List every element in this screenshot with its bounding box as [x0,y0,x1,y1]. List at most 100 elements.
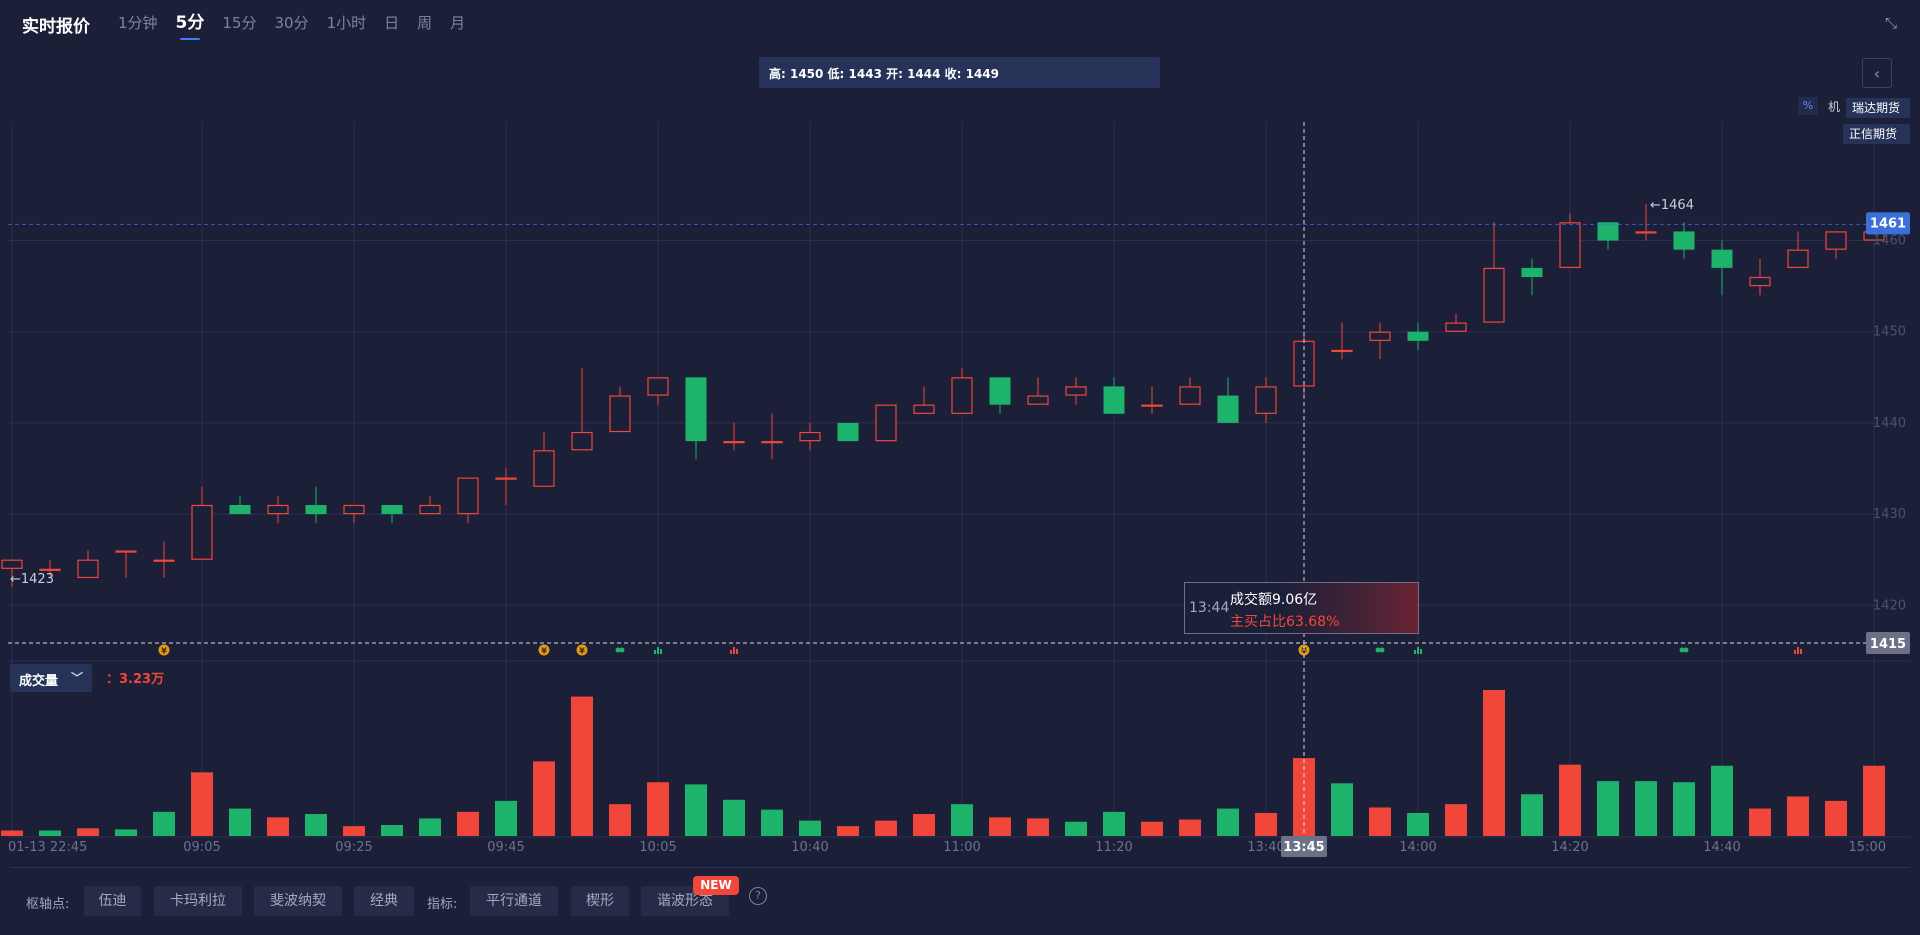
candle-body-up [1179,386,1201,405]
candle-body-down [1521,267,1543,278]
volume-bar [837,826,859,836]
x-tick-label: 10:05 [639,840,676,855]
volume-select-label: 成交量 [19,674,59,689]
candle-body-up [609,395,631,433]
candle-body-up [1635,231,1657,234]
volume-bar [77,828,99,836]
tab-1[interactable]: 5分 [175,13,205,40]
candle-body-down [1711,249,1733,268]
volume-bar [115,829,137,836]
event-dot-icon [1379,647,1385,653]
candle-body-up [1,559,23,569]
harmonic-pattern-button[interactable]: 谐波形态 [641,886,729,916]
event-dot-icon [1683,647,1689,653]
volume-bar [343,826,365,836]
y-tick-label: 1420 [1873,598,1906,613]
candle-body-down [989,377,1011,405]
volume-bar [1559,764,1581,836]
x-tick-label: 14:00 [1399,840,1436,855]
candle-body-up [1141,404,1163,407]
event-coin-icon [538,644,550,656]
event-dot-icon [1679,647,1685,653]
volume-bar [685,784,707,836]
legend-chip-ruida[interactable]: 瑞达期货 [1846,98,1910,118]
candle-body-up [1331,349,1353,353]
event-bars-icon [657,647,659,654]
kline-chart[interactable]: 1420 1430 1440 1450 1460 01-13 22:45 09:05 09:2… [0,0,1920,865]
candle-body-up [1255,386,1277,414]
pivot-camarilla-button[interactable]: 卡玛利拉 [154,886,242,916]
volume-bar [1369,807,1391,836]
pivot-fibonacci-button[interactable]: 斐波纳契 [254,886,342,916]
volume-bar [647,782,669,836]
tab-0[interactable]: 1分钟 [118,14,158,32]
volume-bar [1103,811,1125,836]
volume-bar [1255,812,1277,836]
candle-body-up [875,404,897,442]
volume-bar [191,772,213,836]
candle-body-down [381,504,403,515]
pivot-woodie-button[interactable]: 伍迪 [84,886,141,916]
volume-bar [761,809,783,836]
header: 实时报价 1分钟 5分 15分 30分 1小时日周月 ⤡ [0,0,1920,46]
candle-body-up [153,559,175,562]
pivot-classic-button[interactable]: 经典 [354,886,414,916]
event-bars-icon [1420,649,1422,654]
candle-body-up [39,568,61,571]
event-bars-icon [733,647,735,654]
volume-bar [1521,794,1543,836]
timeframe-tabs: 1分钟 5分 15分 30分 1小时日周月 [118,13,483,40]
collapse-icon[interactable]: ⤡ [1884,14,1897,32]
tab-6[interactable]: 周 [417,14,433,32]
x-tick-label: 11:20 [1095,840,1132,855]
event-coin-icon [158,644,170,656]
volume-bar [1141,821,1163,836]
y-tick-label: 1430 [1873,507,1906,522]
event-coin-symbol: ¥ [579,647,585,656]
candle-body-up [723,441,745,444]
event-dot-icon [615,647,621,653]
candle-body-up [1369,331,1391,341]
volume-bar [457,811,479,836]
volume-bars [1,690,1885,836]
wedge-button[interactable]: 楔形 [571,886,629,916]
crosshair-price-tag [1866,632,1910,654]
parallel-channel-button[interactable]: 平行通道 [470,886,558,916]
candle-body-up [457,477,479,515]
tab-3[interactable]: 30分 [274,14,309,32]
candle-body-down [305,504,327,515]
y-tick-label: 1440 [1873,416,1906,431]
help-icon[interactable]: ? [749,887,767,905]
tab-5[interactable]: 日 [384,14,400,32]
event-bars-icon [1797,647,1799,654]
tab-7[interactable]: 月 [450,14,466,32]
chevron-left-icon[interactable]: ‹ [1862,58,1892,88]
volume-bar [305,814,327,836]
candle-body-up [913,404,935,414]
tooltip-time: 13:44 [1189,600,1230,616]
volume-bar [1,830,23,836]
volume-bar [1065,821,1087,836]
candle-body-up [571,431,593,451]
candle-body-down [229,504,251,515]
x-tick-label: 09:25 [335,840,372,855]
volume-indicator-select[interactable]: 成交量 ﹀ [10,664,92,692]
percent-toggle[interactable]: % [1798,97,1818,115]
volume-bar [153,811,175,836]
candle-body-up [1787,249,1809,268]
max-price-label: ←1464 [1650,198,1694,213]
volume-bar [799,820,821,836]
x-tick-label: 15:00 [1849,840,1886,855]
legend-chip-zhengxin[interactable]: 正信期货 [1843,124,1910,144]
tab-4[interactable]: 1小时 [326,14,367,32]
volume-bar [39,830,61,836]
tab-2[interactable]: 15分 [222,14,257,32]
app-title: 实时报价 [22,17,90,37]
volume-bar [381,825,403,836]
candle-body-up [191,504,213,560]
volume-bar [229,808,251,836]
chevron-down-icon: ﹀ [70,671,83,685]
indicator-label: 指标: [427,897,458,912]
volume-bar [1597,781,1619,836]
